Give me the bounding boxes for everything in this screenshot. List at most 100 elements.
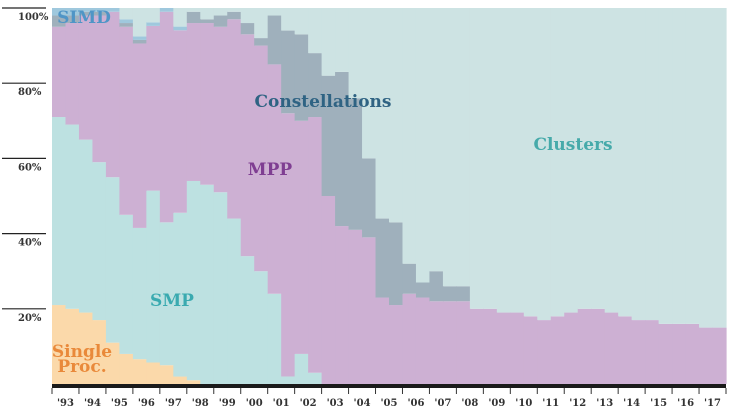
bar-single-proc--5 — [119, 353, 134, 384]
bar-clusters-13 — [227, 8, 242, 12]
bar-clusters-11 — [200, 8, 215, 20]
bar-simd-8 — [159, 8, 174, 12]
x-tick-label-3: '96 — [138, 398, 155, 409]
bar-constellations-5 — [119, 23, 134, 27]
bar-mpp-43 — [631, 320, 646, 384]
bar-mpp-46 — [672, 323, 687, 384]
bar-single-proc--3 — [92, 320, 107, 384]
bar-smp-2 — [78, 139, 94, 313]
bar-mpp-21 — [335, 226, 350, 384]
y-tick-label-80: 80% — [18, 87, 42, 98]
series-label-constellations: Constellations — [255, 92, 392, 112]
bar-mpp-29 — [442, 301, 457, 384]
bar-clusters-28 — [429, 8, 444, 272]
bar-mpp-32 — [483, 308, 498, 384]
bar-mpp-36 — [537, 320, 552, 384]
bar-constellations-17 — [281, 30, 296, 114]
bar-clusters-15 — [254, 8, 269, 39]
bar-smp-12 — [213, 192, 228, 384]
series-label-smp: SMP — [150, 291, 194, 311]
bar-smp-16 — [267, 293, 282, 384]
bar-single-proc--1 — [65, 308, 80, 384]
bar-constellations-11 — [200, 19, 215, 24]
bar-mpp-4 — [105, 11, 120, 178]
bar-clusters-7 — [146, 8, 161, 23]
x-tick-label-22: '15 — [650, 398, 667, 409]
series-label-simd: SIMD — [57, 8, 111, 28]
bar-smp-17 — [281, 376, 296, 384]
bar-clusters-49 — [712, 8, 727, 328]
bar-mpp-20 — [321, 196, 336, 384]
bar-simd-5 — [119, 19, 134, 24]
bar-clusters-42 — [618, 8, 633, 317]
bar-constellations-0 — [52, 15, 67, 27]
bar-mpp-34 — [510, 312, 525, 384]
bar-clusters-43 — [631, 8, 646, 321]
bar-smp-5 — [119, 214, 134, 354]
bar-mpp-25 — [389, 305, 404, 384]
bar-clusters-39 — [577, 8, 592, 309]
x-axis: '93 '94 '95 '96 '97 '98 '99 '00 '01 '02 '03 '04 '05 '… — [51, 388, 727, 409]
bar-mpp-27 — [415, 297, 431, 384]
bar-smp-6 — [132, 227, 147, 360]
bar-clusters-44 — [645, 8, 660, 321]
bar-mpp-28 — [429, 301, 444, 384]
bar-smp-9 — [173, 212, 188, 377]
bar-clusters-12 — [213, 8, 228, 16]
bar-clusters-38 — [564, 8, 579, 313]
x-tick-label-4: '97 — [165, 398, 182, 409]
y-tick-label-60: 60% — [18, 162, 42, 173]
bar-constellations-14 — [240, 23, 255, 35]
bar-mpp-37 — [550, 316, 565, 384]
bar-clusters-21 — [335, 8, 350, 72]
bar-clusters-37 — [550, 8, 565, 317]
bar-clusters-16 — [267, 8, 282, 16]
bar-constellations-20 — [321, 75, 336, 196]
bar-smp-3 — [92, 162, 107, 321]
x-tick-label-18: '11 — [542, 398, 559, 409]
bar-clusters-47 — [685, 8, 700, 324]
bar-constellations-13 — [227, 11, 242, 20]
x-tick-label-14: '07 — [434, 398, 451, 409]
bar-mpp-35 — [523, 316, 538, 384]
bar-clusters-48 — [699, 8, 714, 328]
bar-mpp-16 — [267, 64, 282, 294]
bar-mpp-2 — [78, 15, 94, 140]
bar-constellations-16 — [267, 15, 282, 65]
bars-group — [52, 8, 727, 384]
bar-clusters-17 — [281, 8, 296, 31]
bar-constellations-24 — [375, 218, 390, 298]
bar-clusters-9 — [173, 8, 188, 27]
bar-mpp-11 — [200, 23, 215, 185]
bar-constellations-10 — [186, 11, 201, 24]
bar-constellations-2 — [78, 11, 94, 16]
bar-mpp-45 — [658, 323, 673, 384]
series-label-line-1: Proc. — [57, 357, 106, 377]
bar-clusters-26 — [402, 8, 417, 264]
bar-mpp-3 — [92, 15, 107, 163]
bar-mpp-31 — [469, 308, 484, 384]
bar-clusters-35 — [523, 8, 538, 317]
bar-mpp-23 — [362, 237, 377, 384]
bar-clusters-29 — [442, 8, 457, 287]
bar-clusters-34 — [510, 8, 525, 313]
bar-clusters-19 — [308, 8, 323, 54]
bar-single-proc--10 — [186, 380, 201, 384]
bar-mpp-33 — [496, 312, 511, 384]
bar-simd-0 — [52, 8, 67, 16]
bar-constellations-28 — [429, 271, 444, 302]
bar-mpp-24 — [375, 297, 390, 384]
x-tick-label-8: '01 — [273, 398, 290, 409]
bar-constellations-23 — [362, 158, 377, 238]
bar-mpp-40 — [591, 308, 606, 384]
bar-simd-9 — [173, 26, 188, 31]
x-tick-label-2: '95 — [111, 398, 128, 409]
y-tick-label-40: 40% — [18, 238, 42, 249]
x-tick-label-11: '04 — [354, 398, 371, 409]
bar-smp-18 — [294, 353, 309, 384]
bar-simd-7 — [146, 22, 161, 26]
bar-constellations-3 — [92, 11, 107, 16]
bar-clusters-46 — [672, 8, 687, 324]
bar-single-proc--8 — [159, 365, 174, 384]
x-tick-label-7: '00 — [246, 398, 263, 409]
